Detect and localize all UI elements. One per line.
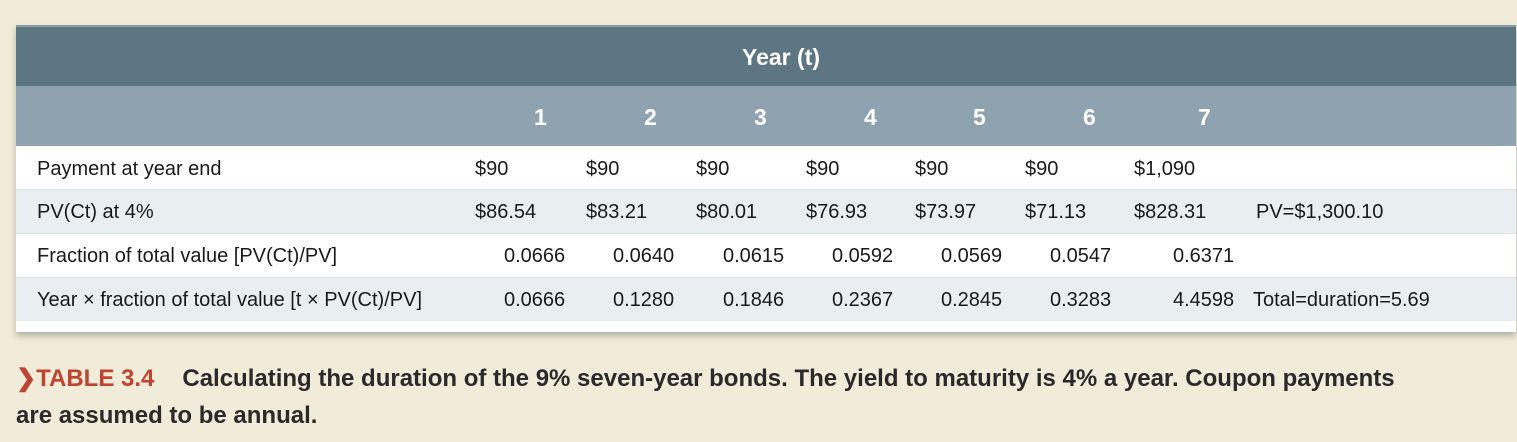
row-divider bbox=[16, 233, 1516, 234]
table-caption: ❯TABLE 3.4 Calculating the duration of th… bbox=[16, 360, 1436, 434]
table-cell: $90 bbox=[806, 158, 840, 180]
caption-text: Calculating the duration of the 9% seven… bbox=[16, 365, 1395, 429]
row-divider bbox=[16, 277, 1516, 278]
year-4: 4 bbox=[864, 104, 877, 130]
row-label: Year × fraction of total value [t × PV(C… bbox=[37, 289, 423, 311]
table-cell: 0.0666 bbox=[504, 245, 566, 267]
table-cell: 0.1280 bbox=[613, 289, 675, 311]
year-6: 6 bbox=[1083, 104, 1096, 130]
row-extra: Total=duration=5.69 bbox=[1253, 289, 1430, 311]
row-label: PV(Ct) at 4% bbox=[37, 201, 154, 223]
table-cell: $90 bbox=[915, 158, 949, 180]
table-row: Year × fraction of total value [t × PV(C… bbox=[16, 278, 1516, 321]
table-cell: 0.0569 bbox=[941, 245, 1003, 267]
table-cell: $76.93 bbox=[806, 201, 868, 223]
table-cell: $90 bbox=[696, 158, 730, 180]
row-label: Payment at year end bbox=[37, 158, 222, 180]
table-cell: $90 bbox=[586, 158, 620, 180]
table-cell: 4.4598 bbox=[1173, 289, 1235, 311]
table-cell: $80.01 bbox=[696, 201, 758, 223]
table-cell: 0.2845 bbox=[941, 289, 1003, 311]
year-header: Year (t) bbox=[16, 27, 1516, 86]
table-cell: $73.97 bbox=[915, 201, 977, 223]
table-cell: 0.0640 bbox=[613, 245, 675, 267]
table-cell: $83.21 bbox=[586, 201, 648, 223]
year-header-label: Year (t) bbox=[742, 44, 820, 70]
table-cell: $828.31 bbox=[1134, 201, 1207, 223]
table-cell: $90 bbox=[1025, 158, 1059, 180]
table-cell: 0.0666 bbox=[504, 289, 566, 311]
year-1: 1 bbox=[534, 104, 547, 130]
table-cell: $90 bbox=[475, 158, 509, 180]
table-row: Payment at year end $90 $90 $90 $90 $90 … bbox=[16, 147, 1516, 190]
year-3: 3 bbox=[754, 104, 767, 130]
table-cell: 0.0592 bbox=[832, 245, 894, 267]
table-cell: $86.54 bbox=[475, 201, 537, 223]
table-cell: 0.2367 bbox=[832, 289, 894, 311]
caption-marker: ❯ bbox=[16, 365, 37, 392]
table-cell: 0.6371 bbox=[1173, 245, 1235, 267]
table-cell: $71.13 bbox=[1025, 201, 1087, 223]
table-number: TABLE 3.4 bbox=[36, 365, 155, 392]
year-number-header: 1 2 3 4 5 6 7 bbox=[16, 86, 1516, 146]
duration-table: Year (t) 1 2 3 4 5 6 7 Payment at year e… bbox=[16, 25, 1516, 332]
year-5: 5 bbox=[973, 104, 986, 130]
table-cell: 0.0615 bbox=[723, 245, 785, 267]
table-cell: 0.0547 bbox=[1050, 245, 1112, 267]
year-2: 2 bbox=[644, 104, 657, 130]
table-row: Fraction of total value [PV(Ct)/PV] 0.06… bbox=[16, 234, 1516, 277]
table-row: PV(Ct) at 4% $86.54 $83.21 $80.01 $76.93… bbox=[16, 190, 1516, 233]
year-7: 7 bbox=[1198, 104, 1211, 130]
row-divider bbox=[16, 189, 1516, 190]
row-extra: PV=$1,300.10 bbox=[1256, 201, 1384, 223]
table-cell: 0.3283 bbox=[1050, 289, 1112, 311]
table-cell: $1,090 bbox=[1134, 158, 1196, 180]
row-label: Fraction of total value [PV(Ct)/PV] bbox=[37, 245, 338, 267]
table-cell: 0.1846 bbox=[723, 289, 785, 311]
